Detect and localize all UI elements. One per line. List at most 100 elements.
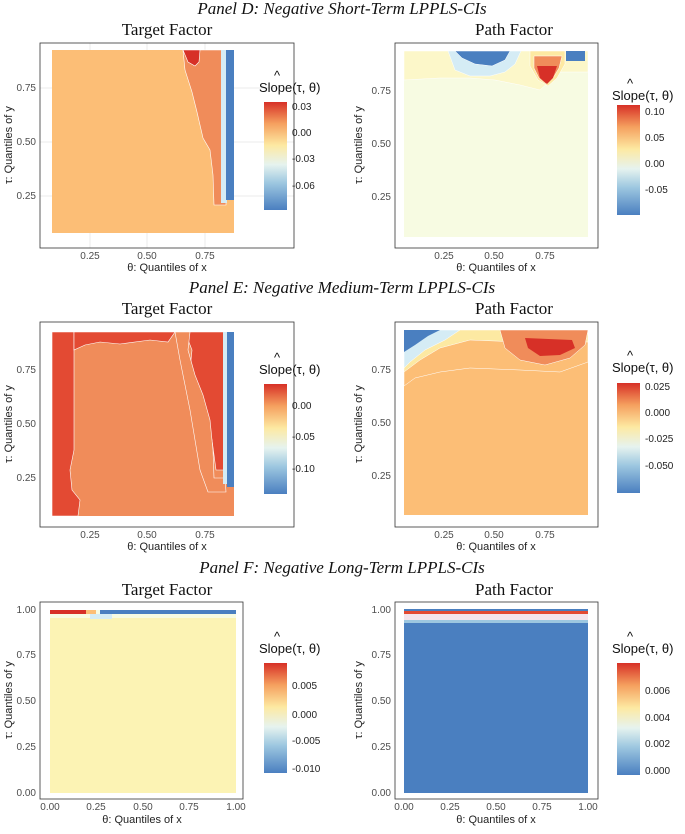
x-tick-label: 0.25 [434,251,454,262]
x-axis-label: θ: Quantiles of x [127,262,207,274]
legend-tick: -0.05 [292,432,315,443]
y-tick-label: 0.50 [372,696,392,707]
x-tick-label: 0.75 [532,802,552,813]
plot-border [394,42,599,249]
x-tick-label: 0.25 [80,251,100,262]
legend: Slope(τ, θ) ^ 0.006 0.004 0.002 0.000 [612,629,674,777]
x-axis-label: θ: Quantiles of x [127,541,207,553]
plot-border [39,321,295,528]
y-axis-label: τ: Quantiles of y [3,661,15,739]
y-tick-label: 0.50 [17,696,37,707]
region-base [404,51,588,237]
legend-title: Slope(τ, θ) [612,641,674,656]
legend-tick: 0.002 [645,739,670,750]
heatmap-surface [50,610,236,793]
legend-hat: ^ [274,350,281,365]
plot-border [394,321,599,528]
legend: Slope(τ, θ) ^ 0.025 0.000 -0.025 -0.050 [612,348,674,493]
y-axis-label: τ: Quantiles of y [353,661,365,739]
y-axis-label: τ: Quantiles of y [3,385,15,463]
legend-tick: 0.005 [292,681,317,692]
legend-tick: -0.06 [292,181,315,192]
chart-e-path: Path Factor 0.75 0.50 0.25 0.25 0.50 0.7… [353,299,674,553]
y-axis-label: τ: Quantiles of y [3,106,15,184]
y-tick-label: 0.25 [17,473,37,484]
legend-tick: -0.10 [292,464,315,475]
legend-tick: -0.050 [645,461,674,472]
chart-title: Target Factor [122,20,213,39]
legend-tick: 0.000 [645,408,670,419]
plot-border [39,601,244,800]
x-tick-label: 0.75 [195,530,215,541]
x-tick-label: 0.75 [535,530,555,541]
legend-colorbar [617,663,640,775]
region-top-strip-red [404,611,588,614]
x-tick-label: 0.75 [195,251,215,262]
x-axis-ticks: 0.25 0.50 0.75 [80,251,215,262]
legend-tick: -0.025 [645,434,674,445]
legend-tick: 0.004 [645,713,670,724]
x-axis-ticks: 0.00 0.25 0.50 0.75 1.00 [40,802,246,813]
heatmap-surface [51,331,234,517]
legend-hat: ^ [627,629,634,644]
y-tick-label: 0.75 [17,650,37,661]
legend-title: Slope(τ, θ) [612,88,674,103]
legend-tick: -0.005 [292,736,321,747]
chart-d-target: Target Factor 0.75 0.50 0.25 0.25 0.50 0… [3,20,321,274]
region-negative-top [454,50,511,67]
region-top-strip-pale [404,614,588,620]
x-tick-label: 1.00 [578,802,598,813]
legend-tick: 0.10 [645,107,665,118]
legend-colorbar [617,105,640,215]
legend: Slope(τ, θ) ^ 0.03 0.00 -0.03 -0.06 [259,68,321,210]
legend-colorbar [264,663,287,773]
y-axis-ticks: 0.75 0.50 0.25 [372,365,392,482]
x-tick-label: 0.50 [133,802,153,813]
y-tick-label: 0.75 [17,83,37,94]
chart-f-target: Target Factor 1.00 0.75 0.50 0.25 0.00 0… [3,580,321,826]
legend: Slope(τ, θ) ^ 0.00 -0.05 -0.10 [259,350,321,494]
y-axis-ticks: 0.75 0.50 0.25 [372,86,392,203]
region-negative-corner [566,51,585,61]
region-positive-strip [50,610,86,614]
region-base [50,610,236,793]
y-tick-label: 0.25 [372,471,392,482]
chart-f-path: Path Factor 1.00 0.75 0.50 0.25 0.00 0.0… [353,580,674,826]
y-tick-label: 0.75 [372,365,392,376]
legend-tick: 0.025 [645,382,670,393]
plot-border [39,42,295,249]
x-tick-label: 0.75 [535,251,555,262]
y-tick-label: 0.50 [372,418,392,429]
legend-tick: 0.00 [292,128,312,139]
x-axis-label: θ: Quantiles of x [456,541,536,553]
x-tick-label: 0.50 [486,802,506,813]
legend-tick: 0.000 [292,710,317,721]
x-axis-label: θ: Quantiles of x [456,814,536,826]
x-axis-ticks: 0.00 0.25 0.50 0.75 1.00 [394,802,598,813]
region-negative-strip [100,610,236,614]
y-tick-label: 0.75 [17,365,37,376]
x-tick-label: 1.00 [226,802,246,813]
y-tick-label: 1.00 [17,605,37,616]
y-axis-ticks: 0.75 0.50 0.25 [17,365,37,484]
y-tick-label: 0.75 [372,650,392,661]
chart-d-path: Path Factor 0.75 0.50 0.25 0.25 0.50 0.7… [353,20,674,274]
legend-tick: 0.00 [645,159,665,170]
x-tick-label: 0.50 [137,251,157,262]
chart-e-target: Target Factor 0.75 0.50 0.25 0.25 0.50 0… [3,299,321,553]
legend-colorbar [617,383,640,493]
legend-tick: -0.010 [292,764,321,775]
x-tick-label: 0.50 [484,530,504,541]
panel-title-e: Panel E: Negative Medium-Term LPPLS-CIs [188,278,496,297]
legend-tick: 0.05 [645,133,665,144]
y-tick-label: 0.25 [17,191,37,202]
chart-title: Path Factor [475,580,553,599]
legend-hat: ^ [274,68,281,83]
legend-tick: -0.03 [292,154,315,165]
y-axis-label: τ: Quantiles of y [353,106,365,184]
legend-hat: ^ [627,76,634,91]
heatmap-surface [403,329,589,515]
region-positive-strip-light [86,610,96,614]
y-axis-ticks: 1.00 0.75 0.50 0.25 0.00 [17,605,37,799]
y-tick-label: 0.50 [372,139,392,150]
